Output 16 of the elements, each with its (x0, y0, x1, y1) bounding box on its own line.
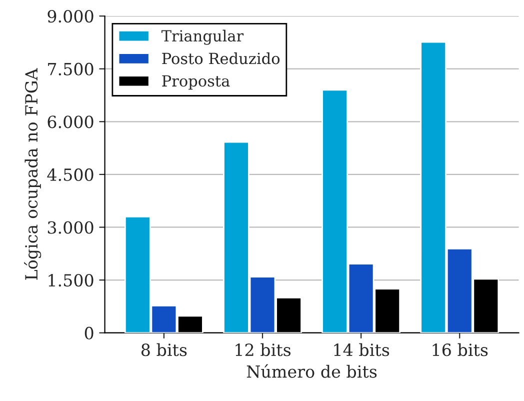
x-tick-label: 14 bits (334, 343, 390, 356)
y-tick-label: 4.500 (47, 168, 94, 182)
legend-label: Triangular (161, 30, 244, 45)
y-tick-label: 1.500 (48, 274, 94, 287)
x-tick-label: 8 bits (141, 343, 187, 356)
x-tick-label: 12 bits (236, 343, 291, 356)
y-tick-label: 9.000 (48, 10, 94, 23)
x-axis-title: Número de bits (246, 364, 377, 378)
y-tick-label: 7.500 (48, 62, 94, 76)
x-tick-label: 16 bits (432, 343, 488, 356)
legend-label: Proposta (162, 75, 230, 90)
legend-label: Posto Reduzido (162, 52, 280, 64)
y-tick-label: 3.000 (48, 221, 94, 234)
y-axis-title: Lógica ocupada no FPGA (24, 68, 42, 280)
y-tick-label: 6.000 (48, 116, 94, 128)
y-tick-label: 0 (84, 326, 94, 340)
